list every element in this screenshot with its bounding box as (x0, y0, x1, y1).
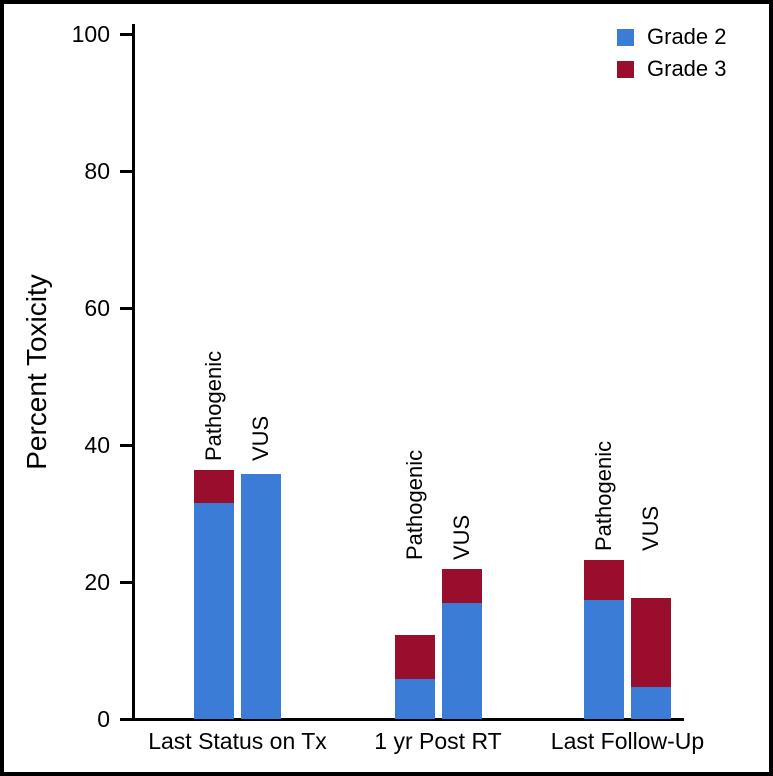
bar-label-vus-2: VUS (448, 514, 474, 560)
y-tick-label-80: 80 (84, 158, 110, 184)
grade-2-swatch (617, 28, 634, 46)
y-tick-label-0: 0 (97, 706, 110, 732)
bar-vus-2 (441, 568, 482, 719)
bar-label-pathogenic-1: Pathogenic (201, 351, 226, 462)
y-tick-0 (120, 717, 133, 721)
grade-2-segment (441, 602, 482, 719)
bar-pathogenic-3 (584, 560, 624, 719)
x-category-label-3: Last Follow-Up (550, 728, 705, 754)
bar-pathogenic-1 (194, 470, 234, 719)
bar-vus-1 (241, 474, 281, 719)
y-tick-40 (120, 443, 133, 447)
y-axis-line (132, 24, 135, 721)
bar-label-vus-3: VUS (638, 505, 663, 552)
grade-2-segment (631, 686, 671, 719)
y-tick-label-40: 40 (84, 432, 110, 458)
y-tick-60 (120, 306, 133, 310)
legend-label-grade-2: Grade 2 (647, 24, 727, 49)
grade-2-segment (194, 502, 234, 719)
grade-2-segment (584, 599, 624, 719)
bar-label-pathogenic-2: Pathogenic (401, 449, 427, 560)
bar-label-pathogenic-3: Pathogenic (591, 440, 616, 552)
y-tick-label-20: 20 (84, 569, 110, 595)
grade-2-segment (394, 678, 435, 719)
legend-label-grade-3: Grade 3 (647, 56, 727, 81)
y-tick-label-100: 100 (71, 21, 110, 47)
y-tick-20 (120, 580, 133, 584)
grade-3-segment (584, 560, 624, 600)
legend-item-grade-2: Grade 2 (617, 24, 727, 49)
legend-item-grade-3: Grade 3 (617, 56, 727, 81)
y-tick-100 (120, 32, 133, 36)
y-tick-80 (120, 169, 133, 173)
grade-3-segment (394, 634, 435, 679)
grade-2-segment (241, 474, 281, 719)
grade-3-segment (631, 598, 671, 687)
grade-3-segment (194, 470, 234, 503)
bar-vus-3 (631, 598, 671, 719)
bar-label-vus-1: VUS (248, 416, 273, 462)
x-category-label-2: 1 yr Post RT (374, 728, 502, 754)
x-axis-line (132, 718, 684, 721)
x-category-label-1: Last Status on Tx (148, 728, 327, 754)
grade-3-segment (441, 568, 482, 603)
grade-3-swatch (617, 60, 634, 78)
bar-pathogenic-2 (394, 634, 435, 719)
y-tick-label-60: 60 (84, 295, 110, 321)
